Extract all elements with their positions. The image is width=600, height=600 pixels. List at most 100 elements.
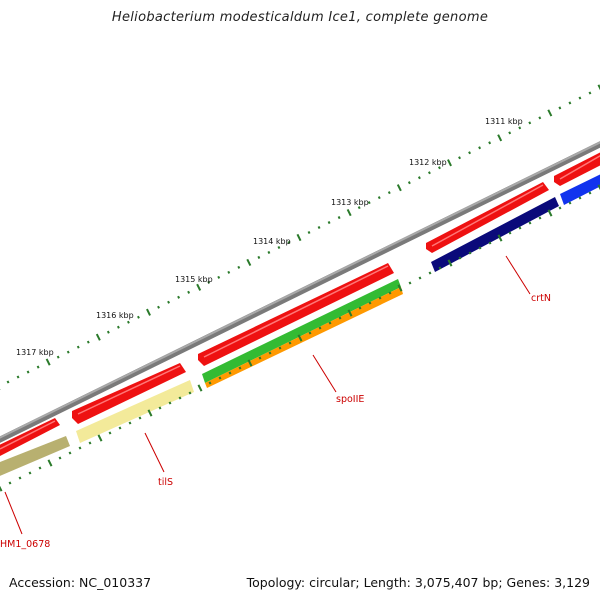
reverse-gene-track	[0, 172, 600, 478]
minor-tick	[468, 251, 472, 255]
minor-tick	[327, 221, 331, 225]
minor-tick	[36, 365, 40, 369]
minor-tick	[357, 206, 361, 210]
minor-tick	[86, 340, 90, 344]
minor-tick	[308, 331, 312, 335]
gene-red-2[interactable]	[72, 363, 186, 424]
minor-tick	[458, 156, 461, 160]
minor-tick	[217, 275, 221, 279]
minor-tick	[428, 171, 431, 175]
gene-label-crtN: crtN	[531, 293, 551, 304]
minor-tick	[278, 346, 282, 350]
gene-red-1[interactable]	[0, 418, 60, 456]
major-tick	[597, 84, 600, 91]
minor-tick	[458, 256, 462, 260]
minor-tick	[428, 271, 432, 275]
minor-tick	[408, 281, 412, 285]
minor-tick	[578, 196, 582, 200]
minor-tick	[267, 250, 271, 254]
gene-red-4[interactable]	[426, 182, 549, 253]
genome-backbone-highlight	[0, 141, 600, 439]
minor-tick	[38, 466, 42, 470]
minor-tick	[488, 241, 492, 245]
major-tick	[95, 333, 101, 341]
minor-tick	[78, 446, 82, 450]
major-tick	[196, 283, 202, 291]
accession-text: Accession: NC_010337	[9, 575, 152, 590]
kbp-label-1312: 1312 kbp	[409, 158, 447, 167]
kbp-label-1311: 1311 kbp	[485, 117, 523, 126]
minor-tick	[118, 426, 122, 430]
major-tick	[47, 459, 53, 467]
minor-tick	[187, 290, 191, 294]
major-tick	[396, 184, 402, 192]
minor-tick	[478, 246, 482, 250]
gene-HM1_0678[interactable]	[0, 436, 70, 478]
minor-tick	[358, 306, 362, 310]
minor-tick	[168, 401, 172, 405]
minor-tick	[68, 451, 72, 455]
major-tick	[346, 209, 352, 217]
minor-tick	[508, 131, 512, 135]
minor-tick	[337, 216, 341, 220]
gene-blue[interactable]	[560, 172, 600, 205]
minor-tick	[58, 456, 62, 460]
major-tick	[296, 233, 302, 242]
minor-tick	[368, 301, 372, 305]
minor-tick	[317, 226, 321, 230]
minor-tick	[417, 176, 421, 180]
major-tick	[397, 284, 403, 292]
minor-tick	[538, 116, 542, 120]
gene-spoIIE-green[interactable]	[202, 279, 401, 383]
gene-crtN[interactable]	[431, 197, 559, 272]
minor-tick	[66, 350, 70, 354]
minor-tick	[528, 121, 532, 125]
minor-tick	[518, 226, 522, 230]
minor-tick	[207, 280, 211, 284]
minor-tick	[407, 181, 411, 185]
minor-tick	[208, 381, 212, 385]
minor-tick	[328, 321, 332, 325]
minor-tick	[218, 376, 222, 380]
major-tick	[547, 109, 553, 117]
minor-tick	[128, 421, 132, 425]
minor-tick	[238, 366, 242, 370]
minor-tick	[18, 476, 22, 480]
gene-label-tilS: tilS	[158, 477, 173, 488]
minor-tick	[188, 391, 192, 395]
major-tick	[97, 434, 103, 442]
forward-gene-track	[0, 152, 600, 456]
minor-tick	[76, 345, 80, 349]
minor-tick	[228, 371, 232, 375]
genome-summary: Topology: circular; Length: 3,075,407 bp…	[246, 575, 590, 590]
kbp-label-1313: 1313 kbp	[331, 198, 369, 207]
minor-tick	[578, 96, 582, 100]
major-tick	[497, 234, 503, 242]
gene-label-HM1_0678: HM1_0678	[0, 539, 50, 550]
kbp-label-1317: 1317 kbp	[16, 348, 54, 357]
kbp-label-1315: 1315 kbp	[175, 275, 213, 284]
minor-tick	[8, 481, 12, 485]
minor-tick	[568, 101, 572, 105]
minor-tick	[88, 441, 92, 445]
gene-red-3[interactable]	[198, 263, 394, 366]
major-tick	[146, 308, 151, 316]
minor-tick	[26, 370, 30, 374]
minor-tick	[178, 396, 182, 400]
minor-tick	[418, 276, 422, 280]
minor-tick	[167, 300, 170, 304]
major-tick	[147, 409, 153, 417]
crtN-leader	[505, 255, 531, 295]
major-tick	[597, 184, 600, 191]
major-tick	[347, 309, 353, 317]
minor-tick	[388, 291, 392, 295]
major-tick	[45, 358, 51, 366]
gene-spoIIE-orange[interactable]	[205, 287, 403, 388]
gene-tilS[interactable]	[76, 380, 194, 443]
minor-tick	[127, 320, 130, 324]
minor-tick	[258, 356, 262, 360]
minor-tick	[257, 255, 261, 259]
minor-tick	[588, 191, 592, 195]
major-tick	[0, 485, 3, 492]
